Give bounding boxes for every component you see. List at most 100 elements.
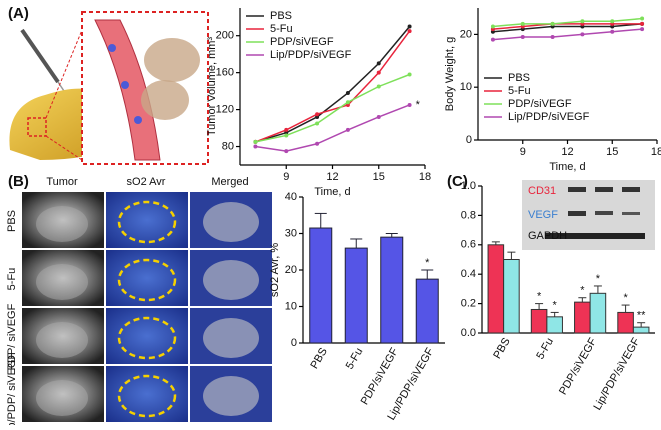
x-tick-label: 12	[326, 171, 338, 183]
x-tick-label: Lip/PDP/siVEGF	[591, 336, 642, 413]
bar	[632, 326, 650, 334]
row-label: PDP/ siVEGF	[6, 303, 18, 370]
point	[376, 61, 381, 66]
image-overlay	[36, 322, 88, 358]
y-tick-label: 120	[216, 103, 234, 115]
point	[253, 139, 258, 144]
y-axis-label: sO2 Avr, %	[269, 243, 281, 297]
roi	[117, 316, 177, 360]
point	[376, 70, 381, 75]
y-tick-label: 0	[291, 337, 297, 349]
legend-label: Lip/PDP/siVEGF	[508, 111, 590, 123]
y-tick-label: 0.4	[461, 268, 476, 280]
y-tick-label: 10	[460, 81, 472, 93]
x-tick-label: 5-Fu	[534, 336, 556, 362]
point	[407, 24, 412, 29]
point	[490, 24, 495, 29]
point	[407, 102, 412, 107]
x-tick-label: PDP/siVEGF	[557, 336, 599, 397]
annotation: *	[416, 99, 421, 111]
annotation: *	[623, 292, 628, 304]
point	[345, 100, 350, 105]
point	[284, 133, 289, 138]
point	[315, 141, 320, 146]
series-line	[492, 23, 643, 30]
bar	[309, 227, 333, 344]
image-overlay	[36, 264, 88, 300]
y-tick-label: 160	[216, 67, 234, 79]
x-tick-label: 9	[283, 171, 289, 183]
series-line	[255, 30, 411, 143]
y-tick-label: 0.8	[461, 209, 476, 221]
image-overlay	[36, 206, 88, 242]
annotation: **	[637, 310, 646, 322]
point	[640, 16, 645, 21]
y-tick-label: 0.6	[461, 239, 476, 251]
bar	[617, 311, 634, 334]
y-tick-label: 30	[285, 227, 297, 239]
x-tick-label: 9	[520, 146, 526, 158]
point	[580, 19, 585, 24]
x-tick-label: 12	[561, 146, 573, 158]
y-tick-label: 80	[222, 140, 234, 152]
panel-label: (B)	[8, 173, 29, 190]
bar	[574, 301, 591, 334]
image-cell	[106, 308, 188, 364]
x-tick-label: 18	[651, 146, 661, 158]
point	[345, 102, 350, 107]
point	[490, 37, 495, 42]
point	[520, 35, 525, 40]
point	[550, 35, 555, 40]
x-tick-label: 5-Fu	[344, 346, 366, 372]
legend-label: PBS	[508, 72, 530, 84]
point	[610, 19, 615, 24]
point	[407, 29, 412, 34]
panel-label: (A)	[8, 5, 29, 22]
bar	[487, 244, 505, 334]
y-tick-label: 20	[285, 264, 297, 276]
y-tick-label: 0.0	[461, 327, 476, 339]
legend-label: PBS	[270, 10, 292, 22]
y-tick-label: 0	[466, 134, 472, 146]
bar	[546, 316, 563, 334]
x-tick-label: 18	[419, 171, 431, 183]
series-line	[255, 25, 411, 143]
point	[315, 112, 320, 117]
point	[640, 21, 645, 26]
legend-label: Lip/PDP/siVEGF	[270, 49, 352, 61]
point	[610, 29, 615, 34]
bar	[344, 247, 368, 344]
annotation: *	[580, 285, 585, 297]
legend-label: PDP/siVEGF	[508, 98, 572, 110]
image-overlay	[203, 260, 259, 300]
point	[284, 149, 289, 154]
y-axis-label: Body Weight, g	[444, 37, 456, 111]
y-tick-label: 40	[285, 191, 297, 203]
legend-label: 5-Fu	[508, 85, 531, 97]
column-header: sO2 Avr	[127, 176, 166, 188]
annotation: *	[596, 273, 601, 285]
point	[345, 90, 350, 95]
image-grid: Tumor sO2 Avr Merged PBS 5-Fu PDP/ siVEGFLip/…	[6, 176, 272, 430]
bar	[380, 236, 404, 344]
legend-label: 5-Fu	[270, 23, 293, 35]
point	[550, 21, 555, 26]
illustration	[9, 11, 209, 165]
point	[376, 84, 381, 89]
row-label: Lip/PDP/ siVEGF	[6, 353, 18, 425]
bar	[415, 278, 439, 344]
x-tick-label: PBS	[491, 336, 512, 361]
x-tick-label: 15	[373, 171, 385, 183]
point	[253, 144, 258, 149]
blot	[522, 180, 655, 250]
image-overlay	[203, 202, 259, 242]
annotation: *	[425, 257, 430, 269]
image-cell	[106, 192, 188, 248]
y-tick-label: 1.0	[461, 180, 476, 192]
roi	[117, 258, 177, 302]
column-header: Tumor	[46, 176, 78, 188]
roi	[117, 374, 177, 418]
series-line	[492, 23, 643, 33]
blot-label: GAPDH	[528, 230, 567, 242]
